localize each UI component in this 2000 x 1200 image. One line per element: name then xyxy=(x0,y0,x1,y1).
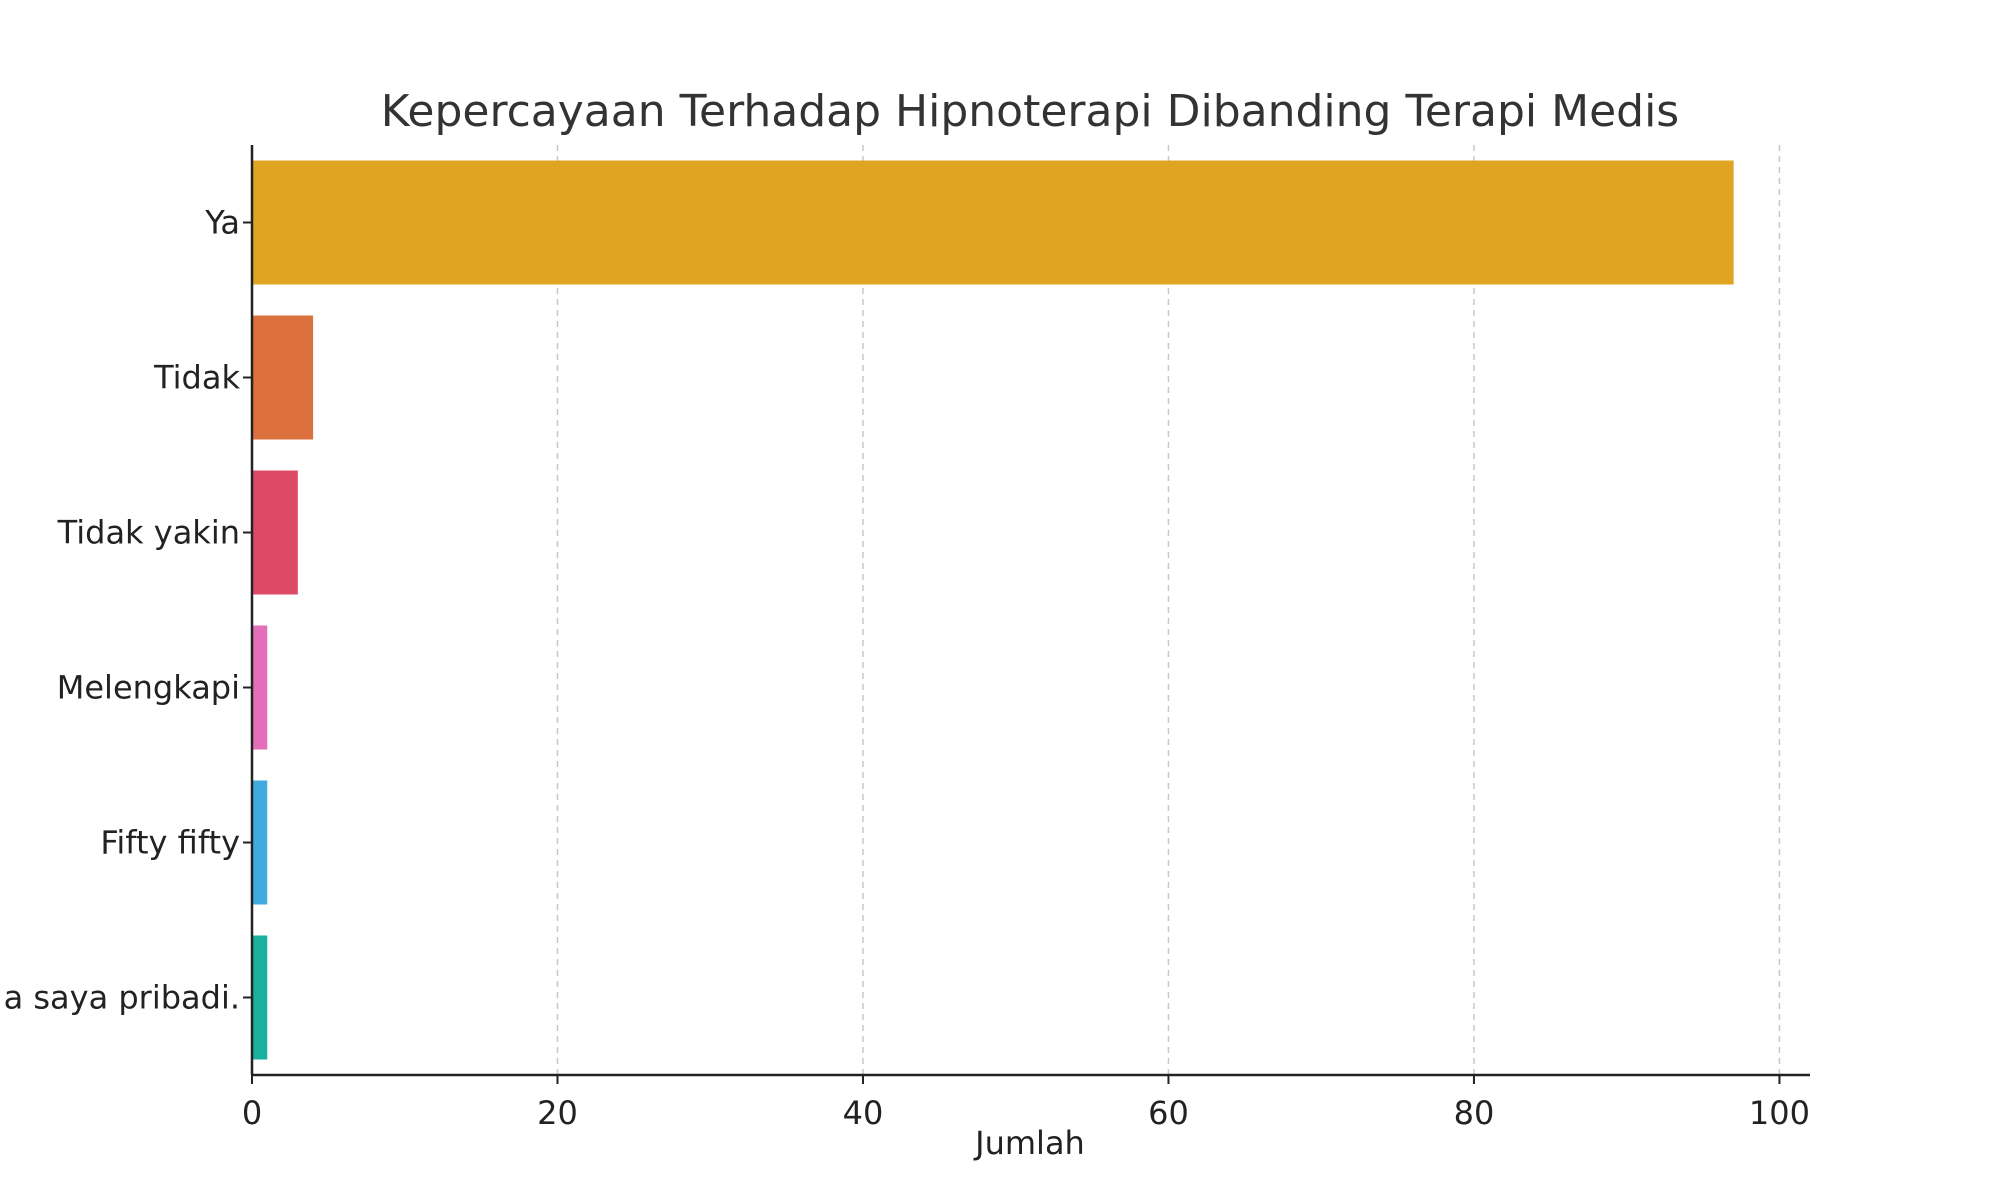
bar-3 xyxy=(252,470,298,595)
tick-labels: Ya Tidak Tidak yakin Melengkapi Fifty fifty a… xyxy=(4,204,1810,1133)
x-tick-label-60: 60 xyxy=(1148,1094,1189,1132)
chart-title: Kepercayaan Terhadap Hipnoterapi Dibandi… xyxy=(381,86,1679,137)
x-tick-label-20: 20 xyxy=(537,1094,578,1132)
bar-4 xyxy=(252,625,268,750)
y-tick-label-6: a saya pribadi. xyxy=(4,979,240,1017)
axes xyxy=(243,145,1810,1084)
grid-lines xyxy=(556,145,1781,1075)
y-tick-label-5: Fifty fifty xyxy=(100,824,240,862)
y-tick-label-2: Tidak xyxy=(153,359,240,397)
y-tick-label-4: Melengkapi xyxy=(57,669,240,707)
y-tick-label-3: Tidak yakin xyxy=(57,514,240,552)
bar-2 xyxy=(252,315,314,440)
x-axis-label: Jumlah xyxy=(973,1124,1085,1162)
x-tick-label-100: 100 xyxy=(1749,1094,1810,1132)
bar-1 xyxy=(252,160,1734,285)
bar-5 xyxy=(252,780,268,905)
y-tick-label-1: Ya xyxy=(204,204,240,242)
x-tick-label-0: 0 xyxy=(242,1094,262,1132)
bar-6 xyxy=(252,935,268,1060)
x-tick-label-80: 80 xyxy=(1454,1094,1495,1132)
bars xyxy=(252,160,1734,1060)
x-tick-label-40: 40 xyxy=(843,1094,884,1132)
